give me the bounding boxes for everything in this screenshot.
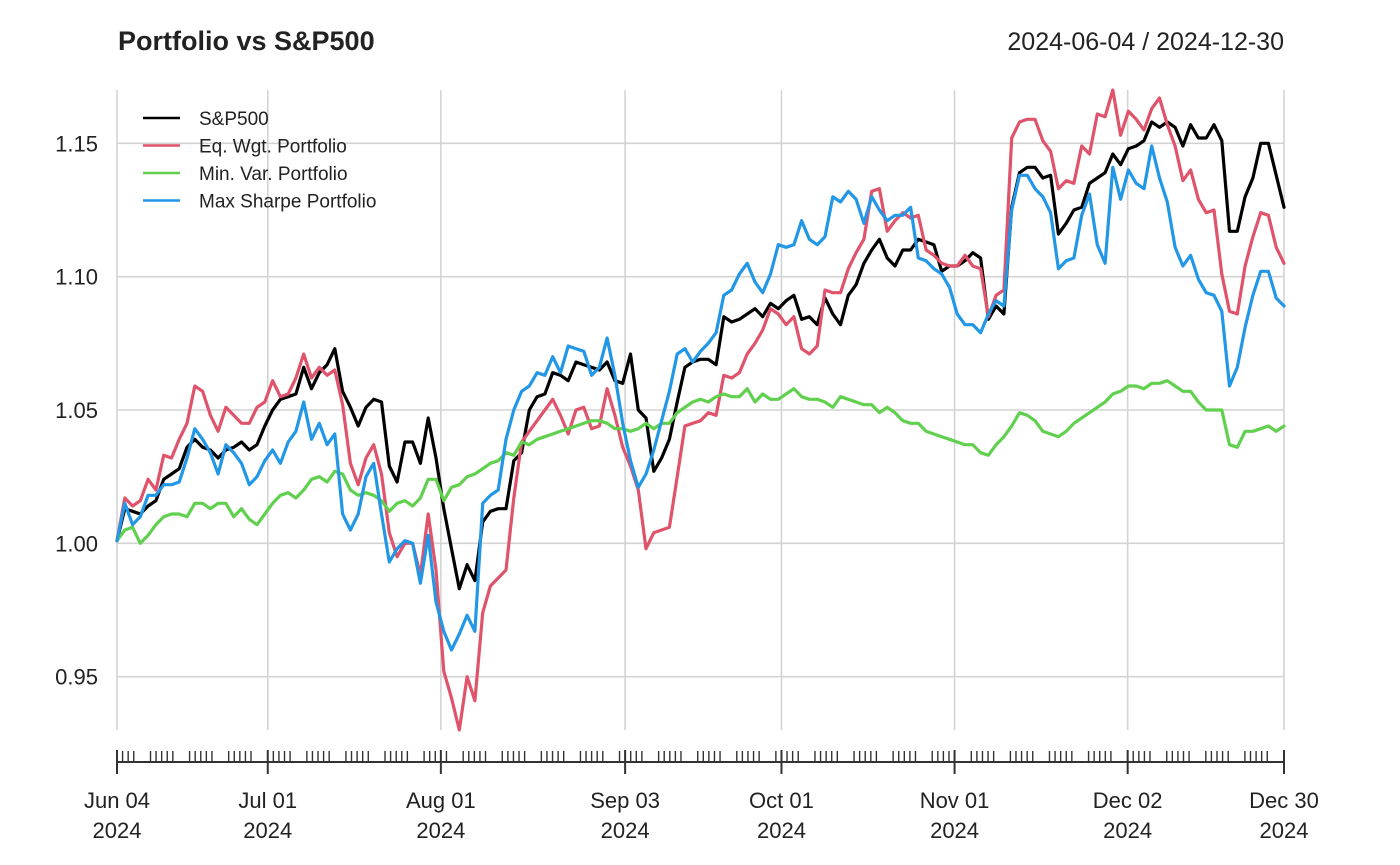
x-tick-label: Dec 30 — [1249, 788, 1319, 813]
x-tick-year-label: 2024 — [1103, 818, 1152, 843]
series-lines — [115, 88, 1286, 732]
y-tick-label: 1.10 — [55, 265, 98, 290]
x-tick-year-label: 2024 — [757, 818, 806, 843]
y-tick-label: 1.15 — [55, 131, 98, 156]
x-tick-year-label: 2024 — [1260, 818, 1309, 843]
x-tick-label: Jun 04 — [84, 788, 150, 813]
date-range-label: 2024-06-04 / 2024-12-30 — [1007, 28, 1284, 56]
x-tick-year-label: 2024 — [601, 818, 650, 843]
legend-label: Eq. Wgt. Portfolio — [199, 137, 347, 158]
y-tick-label: 1.05 — [55, 398, 98, 423]
series-line-min-var-portfolio — [115, 379, 1286, 545]
x-tick-year-label: 2024 — [93, 818, 142, 843]
grid — [116, 90, 1285, 730]
x-tick-year-label: 2024 — [243, 818, 292, 843]
y-tick-label: 1.00 — [55, 531, 98, 556]
x-tick-label: Jul 01 — [238, 788, 297, 813]
chart-title: Portfolio vs S&P500 — [118, 26, 375, 56]
legend-label: Max Sharpe Portfolio — [199, 192, 376, 213]
x-tick-label: Oct 01 — [749, 788, 814, 813]
x-tick-label: Sep 03 — [590, 788, 660, 813]
x-tick-label: Dec 02 — [1093, 788, 1163, 813]
y-tick-label: 0.95 — [55, 665, 98, 690]
series-line-max-sharpe-portfolio — [115, 144, 1286, 652]
x-tick-label: Nov 01 — [920, 788, 990, 813]
y-axis-ticks: 0.95 1.00 1.05 1.10 1.15 — [55, 131, 98, 689]
series-line-eq-wgt-portfolio — [115, 88, 1286, 732]
series-line-s-p500 — [115, 120, 1286, 591]
legend: S&P500 Eq. Wgt. Portfolio Min. Var. Portfo… — [143, 109, 376, 213]
legend-label: Min. Var. Portfolio — [199, 164, 348, 185]
x-axis: Jun 04 2024 Jul 01 2024 Aug 01 2024 Sep 03 2024… — [84, 750, 1319, 843]
legend-label: S&P500 — [199, 109, 269, 130]
x-tick-label: Aug 01 — [406, 788, 476, 813]
x-tick-year-label: 2024 — [930, 818, 979, 843]
x-tick-year-label: 2024 — [416, 818, 465, 843]
